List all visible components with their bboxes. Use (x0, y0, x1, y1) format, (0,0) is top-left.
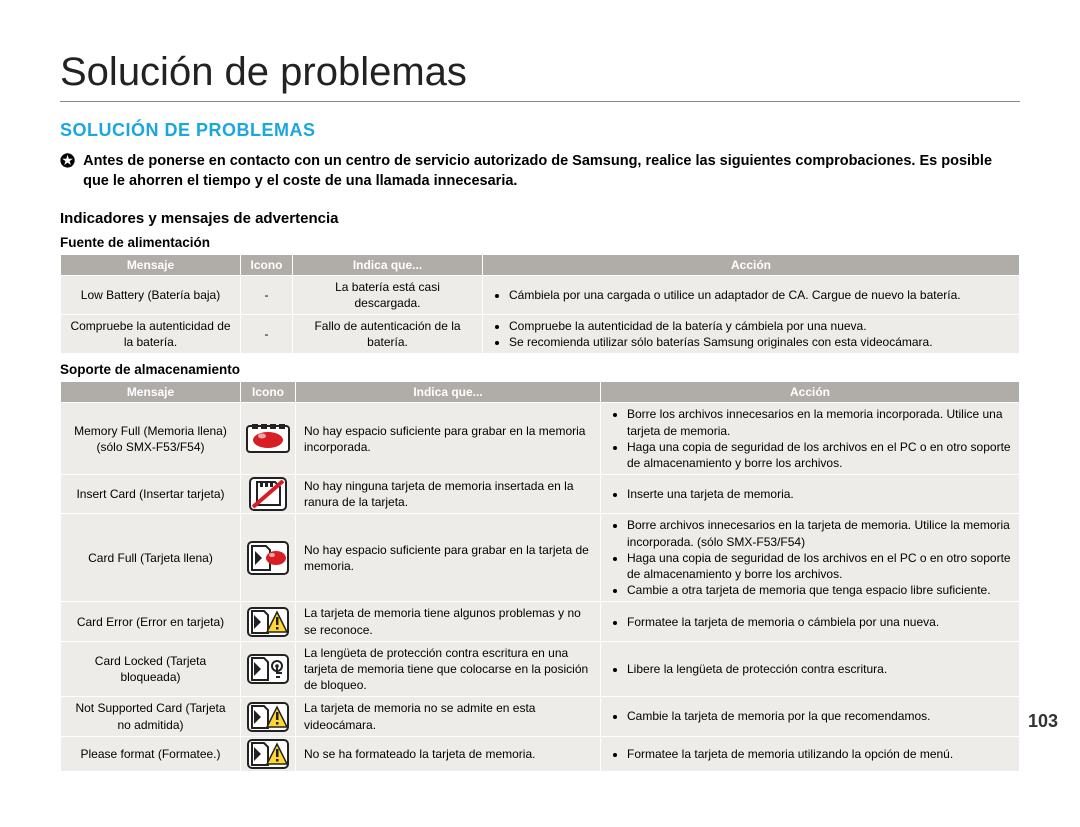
table-row: Not Supported Card (Tarjeta no admitida)… (61, 697, 1020, 736)
section-heading: SOLUCIÓN DE PROBLEMAS (60, 120, 1020, 141)
cell-action: Borre los archivos innecesarios en la me… (601, 403, 1020, 475)
table-power-head: Mensaje Icono Indica que... Acción (61, 254, 1020, 275)
cell-icon (241, 697, 296, 736)
subheading-indicators: Indicadores y mensajes de advertencia (60, 210, 1020, 227)
cell-indicates: La tarjeta de memoria no se admite en es… (296, 697, 601, 736)
caption-power: Fuente de alimentación (60, 235, 1020, 250)
action-item: Borre los archivos innecesarios en la me… (627, 406, 1011, 438)
page-title: Solución de problemas (60, 50, 1020, 102)
cell-icon (241, 514, 296, 602)
intro-paragraph: ✪ Antes de ponerse en contacto con un ce… (60, 151, 1020, 192)
card-full-icon (243, 541, 293, 575)
cell-indicates: Fallo de autenticación de la batería. (293, 314, 483, 353)
th-accion: Acción (601, 382, 1020, 403)
cell-indicates: No se ha formateado la tarjeta de memori… (296, 736, 601, 771)
table-row: Insert Card (Insertar tarjeta) No hay ni… (61, 475, 1020, 514)
action-list: Inserte una tarjeta de memoria. (609, 486, 1011, 502)
th-accion: Acción (483, 254, 1020, 275)
cell-message: Compruebe la autenticidad de la batería. (61, 314, 241, 353)
action-item: Cambie la tarjeta de memoria por la que … (627, 708, 1011, 724)
cell-action: Cámbiela por una cargada o utilice un ad… (483, 275, 1020, 314)
action-item: Formatee la tarjeta de memoria o cámbiel… (627, 614, 1011, 630)
table-storage-head: Mensaje Icono Indica que... Acción (61, 382, 1020, 403)
cell-icon: - (241, 275, 293, 314)
cell-message: Card Locked (Tarjeta bloqueada) (61, 641, 241, 697)
action-list: Formatee la tarjeta de memoria o cámbiel… (609, 614, 1011, 630)
memory-full-icon (243, 423, 293, 455)
cell-icon (241, 602, 296, 641)
table-row: Card Full (Tarjeta llena) No hay espacio… (61, 514, 1020, 602)
cell-message: Please format (Formatee.) (61, 736, 241, 771)
table-row: Compruebe la autenticidad de la batería.… (61, 314, 1020, 353)
cell-indicates: La batería está casi descargada. (293, 275, 483, 314)
table-row: Card Locked (Tarjeta bloqueada) La lengü… (61, 641, 1020, 697)
action-item: Borre archivos innecesarios en la tarjet… (627, 517, 1011, 549)
th-icono: Icono (241, 254, 293, 275)
cell-action: Compruebe la autenticidad de la batería … (483, 314, 1020, 353)
cell-message: Not Supported Card (Tarjeta no admitida) (61, 697, 241, 736)
action-item: Compruebe la autenticidad de la batería … (509, 318, 1011, 334)
cell-action: Formatee la tarjeta de memoria utilizand… (601, 736, 1020, 771)
card-warn-icon (243, 702, 293, 732)
cell-action: Libere la lengüeta de protección contra … (601, 641, 1020, 697)
table-row: Low Battery (Batería baja)-La batería es… (61, 275, 1020, 314)
th-mensaje: Mensaje (61, 254, 241, 275)
th-mensaje: Mensaje (61, 382, 241, 403)
action-list: Borre los archivos innecesarios en la me… (609, 406, 1011, 471)
table-row: Card Error (Error en tarjeta) La tarjeta… (61, 602, 1020, 641)
cell-icon (241, 736, 296, 771)
action-list: Borre archivos innecesarios en la tarjet… (609, 517, 1011, 598)
table-power: Mensaje Icono Indica que... Acción Low B… (60, 254, 1020, 355)
cell-indicates: No hay ninguna tarjeta de memoria insert… (296, 475, 601, 514)
cell-action: Borre archivos innecesarios en la tarjet… (601, 514, 1020, 602)
action-item: Se recomienda utilizar sólo baterías Sam… (509, 334, 1011, 350)
action-item: Haga una copia de seguridad de los archi… (627, 550, 1011, 582)
action-item: Cambie a otra tarjeta de memoria que ten… (627, 582, 1011, 598)
card-lock-icon (243, 654, 293, 684)
card-warn-icon (243, 739, 293, 769)
insert-card-icon (243, 477, 293, 511)
action-item: Inserte una tarjeta de memoria. (627, 486, 1011, 502)
card-warn-icon (243, 607, 293, 637)
cell-message: Memory Full (Memoria llena) (sólo SMX-F5… (61, 403, 241, 475)
cell-action: Formatee la tarjeta de memoria o cámbiel… (601, 602, 1020, 641)
intro-text: Antes de ponerse en contacto con un cent… (83, 151, 1020, 192)
action-item: Formatee la tarjeta de memoria utilizand… (627, 746, 1011, 762)
action-list: Cámbiela por una cargada o utilice un ad… (491, 287, 1011, 303)
action-item: Libere la lengüeta de protección contra … (627, 661, 1011, 677)
cell-indicates: La tarjeta de memoria tiene algunos prob… (296, 602, 601, 641)
caption-storage: Soporte de almacenamiento (60, 362, 1020, 377)
table-row: Please format (Formatee.) No se ha forma… (61, 736, 1020, 771)
action-item: Cámbiela por una cargada o utilice un ad… (509, 287, 1011, 303)
table-storage: Mensaje Icono Indica que... Acción Memor… (60, 381, 1020, 771)
page-number: 103 (1028, 711, 1058, 732)
cell-message: Insert Card (Insertar tarjeta) (61, 475, 241, 514)
cell-icon (241, 475, 296, 514)
action-list: Libere la lengüeta de protección contra … (609, 661, 1011, 677)
th-indica: Indica que... (293, 254, 483, 275)
cell-message: Low Battery (Batería baja) (61, 275, 241, 314)
star-bullet-icon: ✪ (60, 151, 75, 173)
cell-message: Card Full (Tarjeta llena) (61, 514, 241, 602)
cell-indicates: La lengüeta de protección contra escritu… (296, 641, 601, 697)
action-list: Formatee la tarjeta de memoria utilizand… (609, 746, 1011, 762)
action-list: Cambie la tarjeta de memoria por la que … (609, 708, 1011, 724)
cell-icon: - (241, 314, 293, 353)
cell-action: Inserte una tarjeta de memoria. (601, 475, 1020, 514)
cell-action: Cambie la tarjeta de memoria por la que … (601, 697, 1020, 736)
th-indica: Indica que... (296, 382, 601, 403)
cell-indicates: No hay espacio suficiente para grabar en… (296, 514, 601, 602)
cell-icon (241, 403, 296, 475)
document-page: Solución de problemas SOLUCIÓN DE PROBLE… (0, 0, 1080, 792)
cell-indicates: No hay espacio suficiente para grabar en… (296, 403, 601, 475)
action-item: Haga una copia de seguridad de los archi… (627, 439, 1011, 471)
th-icono: Icono (241, 382, 296, 403)
action-list: Compruebe la autenticidad de la batería … (491, 318, 1011, 350)
cell-icon (241, 641, 296, 697)
table-row: Memory Full (Memoria llena) (sólo SMX-F5… (61, 403, 1020, 475)
cell-message: Card Error (Error en tarjeta) (61, 602, 241, 641)
